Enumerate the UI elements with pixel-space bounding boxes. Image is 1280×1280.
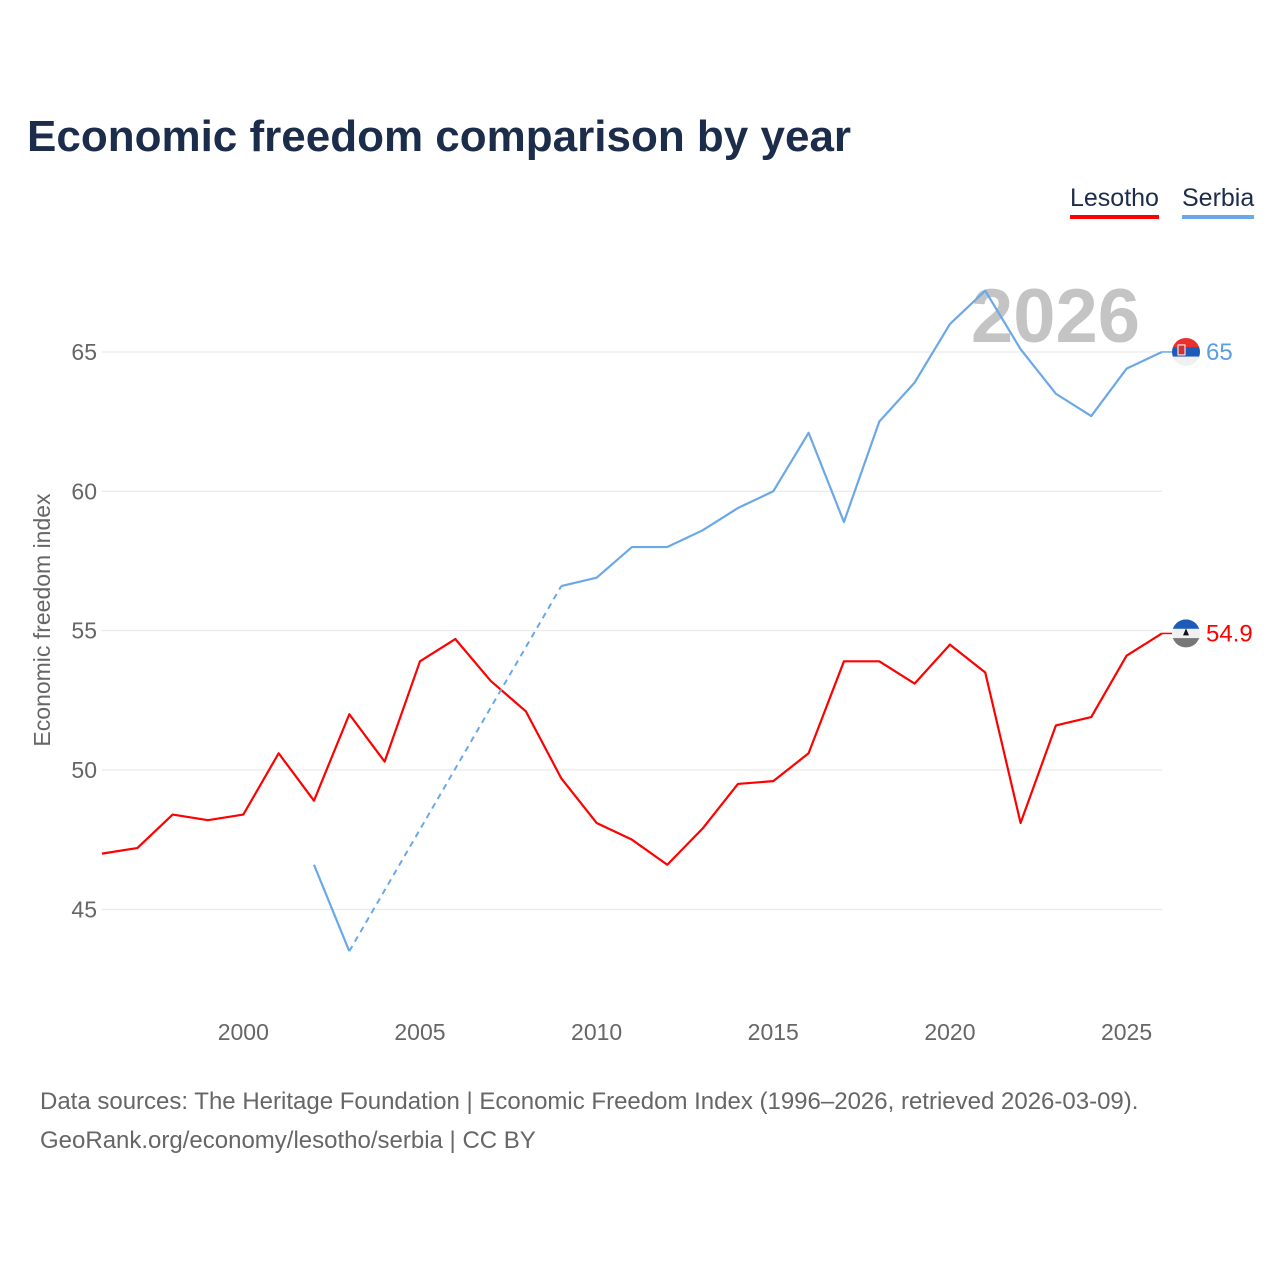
lesotho-point bbox=[100, 852, 104, 856]
lesotho-point bbox=[701, 827, 705, 831]
lesotho-point bbox=[559, 776, 563, 780]
lesotho-point bbox=[383, 760, 387, 764]
lesotho-point bbox=[453, 637, 457, 641]
serbia-flag-icon bbox=[1172, 337, 1200, 366]
x-tick-label: 2000 bbox=[218, 1019, 269, 1045]
x-tick-label: 2010 bbox=[571, 1019, 622, 1045]
lesotho-point bbox=[1019, 821, 1023, 825]
serbia-point bbox=[771, 489, 775, 493]
year-watermark: 2026 bbox=[971, 274, 1140, 359]
y-tick-label: 60 bbox=[71, 478, 97, 504]
chart-title: Economic freedom comparison by year bbox=[27, 112, 852, 161]
serbia-point bbox=[877, 420, 881, 424]
lesotho-point bbox=[135, 846, 139, 850]
serbia-line bbox=[312, 864, 351, 952]
lesotho-point bbox=[807, 751, 811, 755]
flag-crest bbox=[1177, 344, 1186, 356]
serbia-point bbox=[1054, 392, 1058, 396]
serbia-point bbox=[913, 381, 917, 385]
lesotho-point bbox=[736, 782, 740, 786]
x-tick-label: 2005 bbox=[394, 1019, 445, 1045]
serbia-point bbox=[1019, 347, 1023, 351]
serbia-point bbox=[842, 520, 846, 524]
serbia-point bbox=[736, 506, 740, 510]
x-tick-label: 2025 bbox=[1101, 1019, 1152, 1045]
flag-stripe bbox=[1172, 638, 1200, 648]
lesotho-point bbox=[948, 643, 952, 647]
lesotho-point bbox=[489, 679, 493, 683]
lesotho-point bbox=[1054, 723, 1058, 727]
serbia-end-label: 65 bbox=[1206, 339, 1233, 366]
serbia-gap-line bbox=[348, 585, 563, 952]
lesotho-point bbox=[171, 813, 175, 817]
flag-stripe bbox=[1172, 356, 1200, 366]
lesotho-point bbox=[842, 659, 846, 663]
serbia-point bbox=[665, 545, 669, 549]
serbia-point bbox=[983, 289, 987, 293]
lesotho-point bbox=[524, 709, 528, 713]
flag-stripe bbox=[1172, 347, 1200, 357]
serbia-point bbox=[347, 949, 351, 953]
y-tick-label: 50 bbox=[71, 757, 97, 783]
y-tick-label: 65 bbox=[71, 339, 97, 365]
lesotho-flag-icon bbox=[1172, 619, 1200, 648]
x-tick-label: 2015 bbox=[748, 1019, 799, 1045]
lesotho-point bbox=[206, 818, 210, 822]
flag-hat bbox=[1183, 628, 1189, 636]
y-tick-label: 45 bbox=[71, 896, 97, 922]
lesotho-point bbox=[595, 821, 599, 825]
lesotho-point bbox=[418, 659, 422, 663]
lesotho-point bbox=[665, 863, 669, 867]
serbia-point bbox=[630, 545, 634, 549]
legend-lesotho[interactable]: Lesotho bbox=[1070, 184, 1159, 219]
lesotho-point bbox=[913, 682, 917, 686]
lesotho-end-label: 54.9 bbox=[1206, 620, 1253, 647]
lesotho-point bbox=[630, 838, 634, 842]
y-tick-label: 55 bbox=[71, 618, 97, 644]
serbia-line bbox=[561, 289, 1163, 588]
lesotho-point bbox=[877, 659, 881, 663]
serbia-point bbox=[312, 863, 316, 867]
serbia-point bbox=[701, 528, 705, 532]
source-line-1: Data sources: The Heritage Foundation | … bbox=[40, 1088, 1139, 1115]
serbia-point bbox=[948, 322, 952, 326]
serbia-point bbox=[1089, 414, 1093, 418]
flag-stripe bbox=[1172, 337, 1200, 348]
lesotho-point bbox=[1089, 715, 1093, 719]
serbia-point bbox=[595, 576, 599, 580]
lesotho-point bbox=[1125, 654, 1129, 658]
lesotho-point bbox=[241, 813, 245, 817]
lesotho-point bbox=[771, 779, 775, 783]
lesotho-point bbox=[983, 670, 987, 674]
serbia-point bbox=[559, 584, 563, 588]
serbia-point bbox=[807, 431, 811, 435]
y-axis-label: Economic freedom index bbox=[29, 493, 55, 747]
x-tick-label: 2020 bbox=[924, 1019, 975, 1045]
lesotho-point bbox=[312, 799, 316, 803]
lesotho-line bbox=[101, 632, 1163, 866]
source-line-2[interactable]: GeoRank.org/economy/lesotho/serbia | CC … bbox=[40, 1127, 536, 1154]
legend-serbia[interactable]: Serbia bbox=[1182, 184, 1255, 219]
serbia-point bbox=[1125, 367, 1129, 371]
lesotho-point bbox=[347, 712, 351, 716]
flag-stripe bbox=[1172, 619, 1200, 630]
lesotho-point bbox=[277, 751, 281, 755]
